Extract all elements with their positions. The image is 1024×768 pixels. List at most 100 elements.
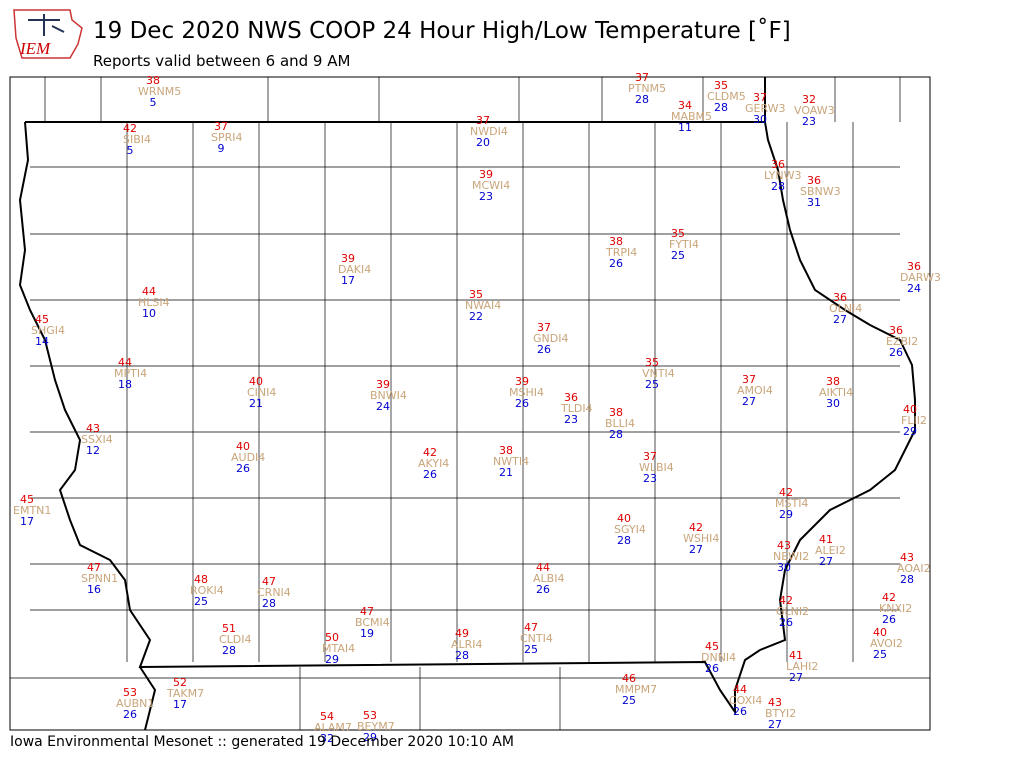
- station-id: LAHI2: [786, 660, 818, 673]
- high-temp: 37: [742, 373, 756, 386]
- title: 19 Dec 2020 NWS COOP 24 Hour High/Low Te…: [93, 17, 791, 44]
- station-id: VOAW3: [794, 104, 835, 117]
- high-temp: 53: [123, 686, 137, 699]
- station-id: NWTI4: [493, 455, 529, 468]
- station-id: MSTI4: [775, 497, 808, 510]
- high-temp: 35: [469, 288, 483, 301]
- station-id: CLDI4: [219, 633, 252, 646]
- low-temp: 19: [360, 627, 374, 640]
- low-temp: 27: [742, 395, 756, 408]
- station-id: BTYI2: [765, 707, 796, 720]
- station-id: EZBI2: [886, 335, 918, 348]
- low-temp: 24: [907, 282, 921, 295]
- low-temp: 11: [678, 121, 692, 134]
- low-temp: 28: [771, 180, 785, 193]
- station-id: CINI4: [247, 386, 276, 399]
- station-id: SSXI4: [81, 433, 113, 446]
- low-temp: 28: [617, 534, 631, 547]
- high-temp: 51: [222, 622, 236, 635]
- station-id: AUBN1: [116, 697, 154, 710]
- high-temp: 35: [671, 227, 685, 240]
- station-id: CRNI4: [257, 586, 291, 599]
- high-temp: 43: [768, 696, 782, 709]
- low-temp: 24: [376, 400, 390, 413]
- station-id: VNTI4: [642, 367, 675, 380]
- low-temp: 26: [779, 616, 793, 629]
- low-temp: 29: [363, 731, 377, 744]
- low-temp: 30: [826, 397, 840, 410]
- low-temp: 27: [789, 671, 803, 684]
- station-id: MMPM7: [615, 683, 657, 696]
- high-temp: 35: [645, 356, 659, 369]
- low-temp: 21: [249, 397, 263, 410]
- logo: IEM: [13, 9, 83, 59]
- station-id: AUDI4: [231, 451, 265, 464]
- station-id: MABM5: [671, 110, 712, 123]
- station-id: CNTI4: [520, 632, 553, 645]
- high-temp: 40: [903, 403, 917, 416]
- low-temp: 25: [873, 648, 887, 661]
- high-temp: 47: [360, 605, 374, 618]
- high-temp: 45: [20, 493, 34, 506]
- station-id: SHGI4: [31, 324, 65, 337]
- low-temp: 27: [689, 543, 703, 556]
- high-temp: 47: [262, 575, 276, 588]
- low-temp: 28: [262, 597, 276, 610]
- high-temp: 37: [537, 321, 551, 334]
- low-temp: 29: [779, 508, 793, 521]
- station-id: ALAM7: [314, 721, 352, 734]
- station-id: TAKM7: [166, 687, 204, 700]
- low-temp: 18: [118, 378, 132, 391]
- low-temp: 25: [194, 595, 208, 608]
- station-id: AVOI2: [870, 637, 903, 650]
- low-temp: 26: [236, 462, 250, 475]
- high-temp: 37: [476, 114, 490, 127]
- subtitle: Reports valid between 6 and 9 AM: [93, 52, 350, 70]
- station-id: NWDI4: [470, 125, 508, 138]
- station-id: ROKI4: [190, 584, 224, 597]
- high-temp: 50: [325, 631, 339, 644]
- low-temp: 31: [807, 196, 821, 209]
- station-id: MCWI4: [472, 179, 510, 192]
- low-temp: 23: [564, 413, 578, 426]
- station-id: AMOI4: [737, 384, 773, 397]
- low-temp: 28: [222, 644, 236, 657]
- station-id: CLDM5: [707, 90, 746, 103]
- high-temp: 36: [889, 324, 903, 337]
- low-temp: 28: [714, 101, 728, 114]
- low-temp: 28: [900, 573, 914, 586]
- station-id: ALBI4: [533, 572, 564, 585]
- station-id: DNNI4: [701, 651, 736, 664]
- map-frame: [9, 76, 931, 731]
- high-temp: 39: [515, 375, 529, 388]
- station-id: HLSI4: [138, 296, 170, 309]
- high-temp: 38: [609, 406, 623, 419]
- high-temp: 41: [819, 533, 833, 546]
- station-id: ALRI4: [451, 638, 483, 651]
- high-temp: 38: [826, 375, 840, 388]
- high-temp: 39: [479, 168, 493, 181]
